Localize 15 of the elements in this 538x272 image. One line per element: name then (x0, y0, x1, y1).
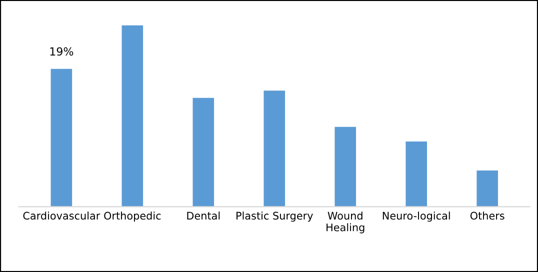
x-tick-label: Wound Healing (326, 212, 364, 234)
bar (192, 98, 214, 207)
x-tick-label: Neuro-logical (382, 212, 450, 222)
x-tick-label: Orthopedic (104, 212, 161, 222)
x-tick-label: Cardiovascular (23, 212, 100, 220)
x-tick-label: Plastic Surgery (236, 212, 313, 222)
bar (406, 141, 427, 207)
x-tick-label: Others (470, 212, 504, 220)
bar (50, 68, 72, 207)
bar (334, 126, 356, 207)
bar (122, 25, 144, 207)
bar (264, 90, 286, 207)
x-tick-label: Dental (187, 212, 220, 220)
data-label: 19% (50, 47, 74, 56)
bar (476, 170, 498, 207)
